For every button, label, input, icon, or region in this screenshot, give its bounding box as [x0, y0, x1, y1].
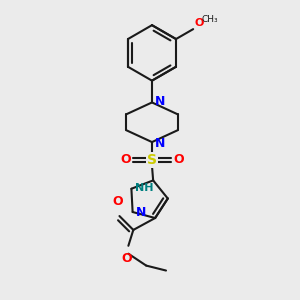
Text: CH₃: CH₃	[201, 15, 218, 24]
Text: O: O	[173, 153, 184, 167]
Text: O: O	[121, 252, 132, 265]
Text: O: O	[112, 195, 123, 208]
Text: N: N	[136, 206, 146, 220]
Text: O: O	[194, 18, 203, 28]
Text: O: O	[120, 153, 130, 167]
Text: S: S	[147, 153, 157, 167]
Text: N: N	[155, 95, 165, 108]
Text: NH: NH	[135, 183, 154, 193]
Text: N: N	[155, 136, 165, 150]
